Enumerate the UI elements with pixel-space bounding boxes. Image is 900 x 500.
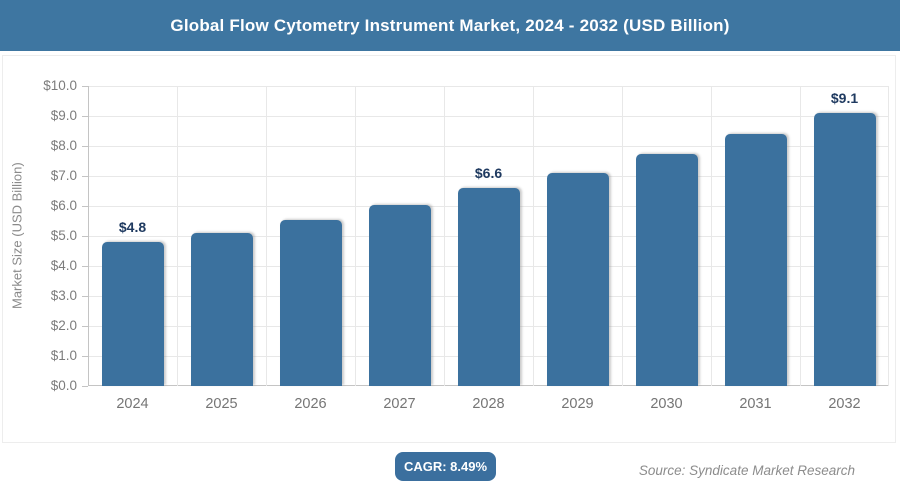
gridline-vertical bbox=[266, 86, 267, 386]
y-tick-mark bbox=[82, 356, 88, 357]
y-tick-label: $7.0 bbox=[50, 168, 77, 183]
y-tick-mark bbox=[82, 176, 88, 177]
y-tick-mark bbox=[82, 236, 88, 237]
chart-card: Market Size (USD Billion) $0.0 $1.0 $2.0 $3… bbox=[2, 55, 896, 443]
gridline-horizontal bbox=[88, 86, 889, 87]
y-tick-mark bbox=[82, 86, 88, 87]
bar-2028 bbox=[457, 188, 520, 386]
x-tick-label: 2028 bbox=[472, 396, 505, 412]
cagr-label: CAGR: 8.49% bbox=[403, 459, 488, 474]
y-tick-label: $5.0 bbox=[50, 228, 77, 243]
gridline-horizontal bbox=[88, 146, 889, 147]
chart-title-bar: Global Flow Cytometry Instrument Market,… bbox=[0, 0, 900, 51]
gridline-vertical bbox=[888, 86, 889, 386]
y-tick-label: $9.0 bbox=[50, 108, 77, 123]
y-tick-label: $3.0 bbox=[50, 288, 77, 303]
x-tick-label: 2024 bbox=[116, 396, 149, 412]
source-note: Source: Syndicate Market Research bbox=[638, 463, 855, 478]
y-tick-label: $6.0 bbox=[50, 198, 77, 213]
bar-2030 bbox=[635, 153, 698, 386]
chart-title: Global Flow Cytometry Instrument Market,… bbox=[170, 15, 730, 35]
y-tick-label: $10.0 bbox=[43, 78, 77, 93]
y-tick-label: $2.0 bbox=[50, 318, 77, 333]
y-tick-mark bbox=[82, 296, 88, 297]
bar-2026 bbox=[279, 219, 342, 386]
bar-value-label: $4.8 bbox=[118, 219, 147, 235]
x-tick-label: 2031 bbox=[739, 396, 772, 412]
gridline-vertical bbox=[355, 86, 356, 386]
y-tick-label: $8.0 bbox=[50, 138, 77, 153]
bar-2031 bbox=[724, 134, 787, 386]
x-tick-label: 2026 bbox=[294, 396, 327, 412]
y-tick-mark bbox=[82, 116, 88, 117]
gridline-vertical bbox=[800, 86, 801, 386]
y-tick-mark bbox=[82, 146, 88, 147]
bar-2032 bbox=[813, 113, 876, 386]
bar-2029 bbox=[546, 173, 609, 386]
y-tick-mark bbox=[82, 266, 88, 267]
bar-value-label: $9.1 bbox=[830, 90, 859, 106]
x-tick-label: 2027 bbox=[383, 396, 416, 412]
x-tick-label: 2029 bbox=[561, 396, 594, 412]
gridline-vertical bbox=[622, 86, 623, 386]
y-tick-mark bbox=[82, 326, 88, 327]
gridline-horizontal bbox=[88, 176, 889, 177]
gridline-vertical bbox=[177, 86, 178, 386]
gridline-horizontal bbox=[88, 116, 889, 117]
y-tick-label: $1.0 bbox=[50, 348, 77, 363]
x-tick-label: 2025 bbox=[205, 396, 238, 412]
x-tick-label: 2032 bbox=[828, 396, 861, 412]
x-axis-labels: 2024 2025 2026 2027 2028 2029 2030 2031 2032 bbox=[88, 396, 889, 418]
bar-value-label: $6.6 bbox=[474, 165, 503, 181]
plot-area: $4.8 $6.6 $9.1 bbox=[88, 86, 889, 386]
bar-2027 bbox=[368, 204, 431, 386]
y-tick-label: $4.0 bbox=[50, 258, 77, 273]
gridline-vertical bbox=[444, 86, 445, 386]
bar-2024 bbox=[101, 242, 164, 386]
y-axis-ticks: $0.0 $1.0 $2.0 $3.0 $4.0 $5.0 $6.0 $7.0 $8.0 $9.0… bbox=[3, 78, 88, 393]
y-tick-label: $0.0 bbox=[50, 378, 77, 393]
bar-2025 bbox=[190, 233, 253, 386]
y-tick-mark bbox=[82, 386, 88, 387]
y-axis-line bbox=[88, 86, 89, 386]
gridline-vertical bbox=[533, 86, 534, 386]
gridline-vertical bbox=[711, 86, 712, 386]
cagr-badge: CAGR: 8.49% bbox=[395, 452, 496, 481]
x-tick-label: 2030 bbox=[650, 396, 683, 412]
y-tick-mark bbox=[82, 206, 88, 207]
